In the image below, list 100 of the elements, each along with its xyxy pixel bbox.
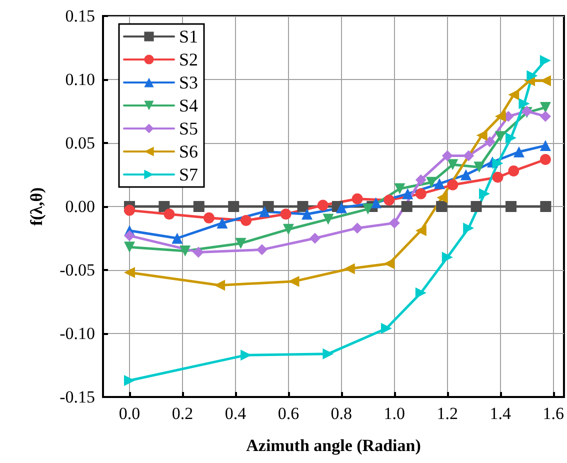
y-axis-title: f(λ,θ) xyxy=(27,187,46,226)
point xyxy=(540,54,551,66)
point xyxy=(124,242,135,253)
point xyxy=(352,193,363,204)
point xyxy=(540,201,552,212)
legend-label: S4 xyxy=(179,96,198,116)
x-tick-label: 1.2 xyxy=(436,404,458,423)
point xyxy=(492,172,504,183)
point xyxy=(192,246,204,258)
point xyxy=(442,252,453,263)
x-axis-title: Azimuth angle (Radian) xyxy=(246,436,421,455)
legend-label: S6 xyxy=(179,142,198,162)
point xyxy=(309,232,320,244)
y-tick-label: 0.15 xyxy=(65,6,95,26)
point xyxy=(193,201,204,212)
point xyxy=(203,212,214,224)
point xyxy=(442,150,453,162)
point xyxy=(513,146,524,158)
point xyxy=(388,218,400,229)
point xyxy=(164,208,175,220)
point xyxy=(336,202,347,214)
x-tick-label: 0.2 xyxy=(172,404,194,423)
x-tick-label: 0.8 xyxy=(330,404,352,423)
y-tick-label: 0.05 xyxy=(65,134,95,152)
point xyxy=(259,206,270,218)
point xyxy=(317,200,328,211)
point xyxy=(484,136,496,148)
legend-label: S7 xyxy=(179,164,198,184)
point xyxy=(362,204,374,215)
point xyxy=(474,162,485,173)
point xyxy=(415,174,426,186)
point xyxy=(436,192,448,204)
y-tick-label: 0.00 xyxy=(65,197,95,216)
point xyxy=(256,244,268,256)
y-tick-label: 0.10 xyxy=(65,70,95,89)
x-tick-label: 0.6 xyxy=(278,404,300,423)
x-tick-label: 1.0 xyxy=(384,404,406,423)
point xyxy=(124,204,135,216)
point xyxy=(476,130,488,141)
point xyxy=(470,201,482,212)
point xyxy=(508,89,520,100)
point xyxy=(322,214,334,225)
point xyxy=(384,258,395,270)
point xyxy=(384,194,395,206)
point xyxy=(124,230,135,242)
point xyxy=(540,110,551,122)
point xyxy=(460,169,472,180)
point xyxy=(214,280,226,291)
point xyxy=(508,165,520,176)
point xyxy=(344,263,355,274)
point xyxy=(352,222,363,234)
point xyxy=(492,158,504,169)
y-tick-label: -0.15 xyxy=(60,388,95,406)
point xyxy=(426,176,438,188)
x-tick-label: 0.4 xyxy=(224,404,247,423)
point xyxy=(526,70,538,82)
point xyxy=(505,201,516,212)
point xyxy=(494,110,506,122)
point xyxy=(463,150,474,162)
point xyxy=(402,188,414,200)
point xyxy=(401,201,412,212)
point xyxy=(228,201,240,212)
point xyxy=(124,374,135,386)
point xyxy=(415,188,426,200)
y-tick-label: -0.05 xyxy=(60,260,95,280)
point xyxy=(518,98,530,110)
point xyxy=(280,208,292,220)
legend-label: S2 xyxy=(179,50,198,70)
point xyxy=(282,224,294,235)
point xyxy=(301,208,312,220)
x-tick-label: 0.0 xyxy=(118,404,140,423)
legend-label: S1 xyxy=(179,26,198,46)
x-tick-label: 1.6 xyxy=(542,404,564,423)
legend-label: S5 xyxy=(179,118,198,138)
point xyxy=(540,140,551,152)
point xyxy=(415,287,426,298)
point xyxy=(370,197,382,208)
point xyxy=(415,225,426,236)
point xyxy=(505,132,516,144)
point xyxy=(124,267,135,278)
point xyxy=(297,201,308,212)
point xyxy=(494,131,506,142)
legend-label: S3 xyxy=(179,72,198,92)
point xyxy=(478,188,490,200)
point xyxy=(463,222,474,234)
point xyxy=(235,238,246,249)
point xyxy=(240,214,252,226)
point xyxy=(447,159,458,170)
point xyxy=(447,179,458,190)
y-tick-label: -0.10 xyxy=(60,324,95,343)
point xyxy=(394,183,406,194)
point xyxy=(380,322,392,334)
point xyxy=(216,218,228,229)
point xyxy=(180,245,191,256)
point xyxy=(540,154,551,166)
point xyxy=(540,102,551,113)
point xyxy=(322,348,334,360)
point xyxy=(434,178,445,190)
x-tick-label: 1.4 xyxy=(490,404,512,423)
point xyxy=(172,232,183,244)
